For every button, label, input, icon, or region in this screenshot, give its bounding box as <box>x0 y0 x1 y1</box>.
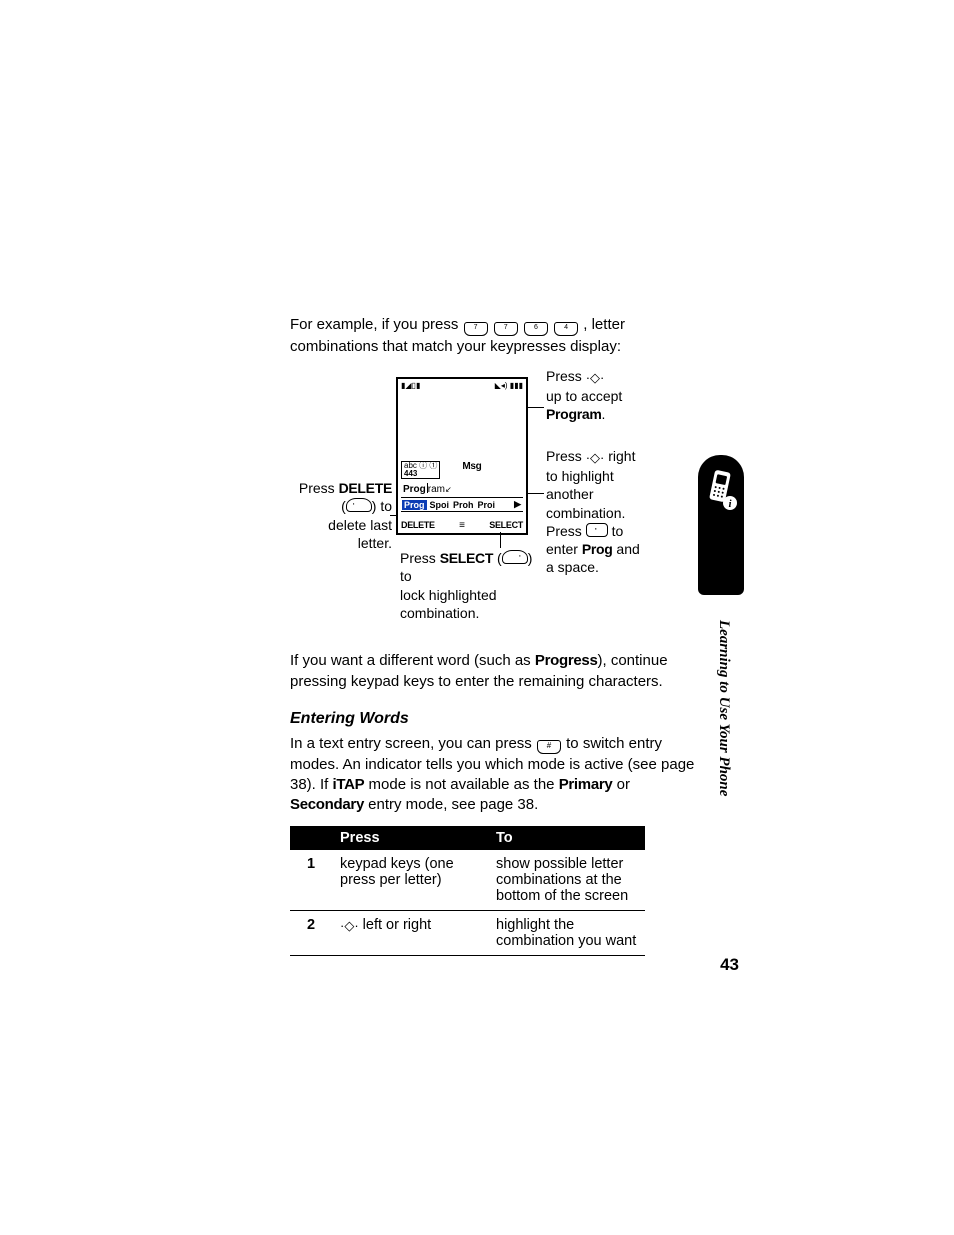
callout-right: Press ·◇· rightto highlightanothercombin… <box>546 447 686 576</box>
callout-select-a: Press <box>400 550 440 566</box>
combo-selected: Prog <box>402 500 427 510</box>
typed-suffix: ram <box>428 484 445 495</box>
combo-opt-1: Spoi <box>428 500 452 510</box>
softkey-menu-icon: ≡ <box>459 520 465 531</box>
leader-line-3b <box>526 407 527 477</box>
col-press: Press <box>332 826 488 850</box>
nav-key-icon-3: ·◇· <box>340 918 359 934</box>
after-a: If you want a different word (such as <box>290 652 535 669</box>
nav-key-icon: ·◇· <box>586 370 605 387</box>
table-header-row: Press To <box>290 826 645 850</box>
status-bar: ▮◢▯▮ ◣◂) ▮▮▮ <box>398 379 526 392</box>
callout-select-word: SELECT <box>440 550 493 566</box>
typed-text: Program↙ <box>403 483 452 495</box>
callout-right-a: Press <box>546 448 586 464</box>
sidebar-badge: i <box>698 455 744 595</box>
page-content: For example, if you press 7 7 6 4 , lett… <box>290 315 700 956</box>
combo-opt-2: Proh <box>451 500 476 510</box>
callout-delete-a: Press <box>299 480 339 496</box>
right-softkey-icon <box>502 550 528 564</box>
cursor-arrow-icon: ↙ <box>445 485 452 494</box>
typed-prefix: Prog <box>403 484 426 495</box>
phone-diagram: ▮◢▯▮ ◣◂) ▮▮▮ abc ⓘ ① 443 Msg Program↙ Pr… <box>290 367 700 637</box>
ok-key-icon <box>586 523 608 537</box>
table-row: 2 ·◇· left or right highlight the combin… <box>290 910 645 955</box>
sidebar-blackbox: i <box>698 455 744 595</box>
page-number: 43 <box>720 955 739 975</box>
softkey-row: DELETE ≡ SELECT <box>401 520 523 531</box>
entering-words-heading: Entering Words <box>290 710 700 728</box>
p2-a: In a text entry screen, you can press <box>290 735 536 752</box>
callout-select-b: ( <box>497 550 502 566</box>
nav-key-icon-2: ·◇· <box>586 450 605 467</box>
p2-d: or <box>612 776 630 793</box>
entry-mode-box: abc ⓘ ① 443 <box>401 461 440 479</box>
msg-row: abc ⓘ ① 443 Msg <box>398 461 526 479</box>
leader-line-2 <box>500 532 501 548</box>
leader-line <box>390 515 398 516</box>
after-word: Progress <box>535 652 598 669</box>
step-press: keypad keys (one press per letter) <box>332 850 488 911</box>
combination-bar: Prog Spoi Proh Proi ▶ <box>401 497 523 512</box>
step-press-text: left or right <box>359 917 432 933</box>
softkey-select: SELECT <box>489 520 523 531</box>
p2-w1: iTAP <box>333 776 365 793</box>
intro-text-b: , letter <box>583 316 625 333</box>
softkey-delete: DELETE <box>401 520 435 531</box>
msg-label: Msg <box>462 461 481 479</box>
p2-w3: Secondary <box>290 796 364 813</box>
steps-table: Press To 1 keypad keys (one press per le… <box>290 826 645 956</box>
phone-screen: ▮◢▯▮ ◣◂) ▮▮▮ abc ⓘ ① 443 Msg Program↙ Pr… <box>396 377 528 535</box>
entry-count: 443 <box>404 469 417 478</box>
col-blank <box>290 826 332 850</box>
entering-words-para: In a text entry screen, you can press # … <box>290 734 700 816</box>
callout-up: Press ·◇· up to accept Program. <box>546 367 676 423</box>
p2-w2: Primary <box>559 776 613 793</box>
combo-opt-3: Proi <box>476 500 498 510</box>
callout-up-b: up to accept <box>546 388 622 404</box>
combo-more-icon: ▶ <box>514 499 521 510</box>
intro-text-c: combinations that match your keypresses … <box>290 338 621 355</box>
callout-up-c: . <box>601 406 605 422</box>
callout-delete: Press DELETE () todelete lastletter. <box>262 479 392 552</box>
step-to: highlight the combination you want <box>488 910 645 955</box>
callout-up-word: Program <box>546 406 601 422</box>
key-7b-icon: 7 <box>494 322 518 336</box>
callout-right-word: Prog <box>582 541 613 557</box>
signal-icon: ▮◢▯▮ <box>401 381 420 390</box>
key-4-icon: 4 <box>554 322 578 336</box>
section-label: Learning to Use Your Phone <box>715 620 732 796</box>
col-to: To <box>488 826 645 850</box>
step-num: 2 <box>290 910 332 955</box>
intro-paragraph: For example, if you press 7 7 6 4 , lett… <box>290 315 700 357</box>
callout-select: Press SELECT () tolock highlightedcombin… <box>400 549 540 622</box>
key-6-icon: 6 <box>524 322 548 336</box>
table-row: 1 keypad keys (one press per letter) sho… <box>290 850 645 911</box>
leader-line-4 <box>526 493 544 494</box>
leader-line-3 <box>526 407 544 408</box>
key-7a-icon: 7 <box>464 322 488 336</box>
p2-e: entry mode, see page 38. <box>364 796 538 813</box>
callout-up-a: Press <box>546 368 586 384</box>
after-diagram-para: If you want a different word (such as Pr… <box>290 651 700 692</box>
p2-c: mode is not available as the <box>364 776 558 793</box>
intro-text-a: For example, if you press <box>290 316 463 333</box>
left-softkey-icon <box>346 498 372 512</box>
phone-icon: i <box>704 469 738 511</box>
battery-icon: ◣◂) ▮▮▮ <box>495 381 523 390</box>
step-num: 1 <box>290 850 332 911</box>
step-to: show possible letter combinations at the… <box>488 850 645 911</box>
step-press: ·◇· left or right <box>332 910 488 955</box>
hash-key-icon: # <box>537 740 561 754</box>
callout-delete-word: DELETE <box>339 480 392 496</box>
